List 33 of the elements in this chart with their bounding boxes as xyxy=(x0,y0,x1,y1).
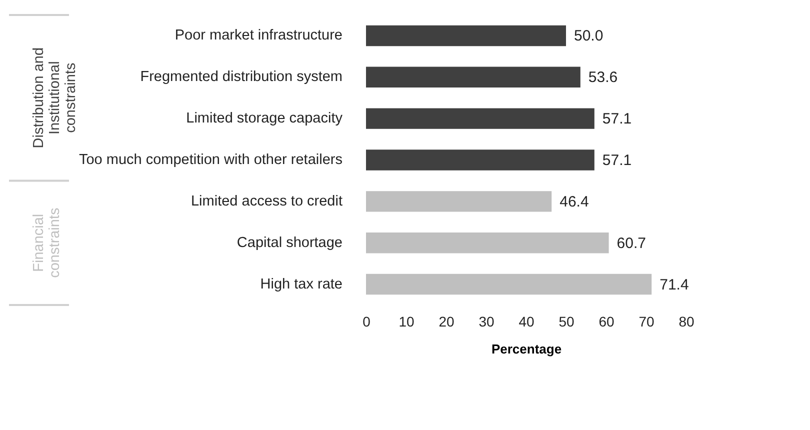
y-tick-label: Fregmented distribution system xyxy=(140,69,342,86)
bar xyxy=(366,25,566,46)
y-tick-label: Capital shortage xyxy=(236,234,342,251)
y-tick-label: High tax rate xyxy=(260,276,342,292)
data-label: 53.6 xyxy=(588,69,618,86)
x-tick-label: 50 xyxy=(558,314,574,330)
data-label: 57.1 xyxy=(602,152,632,169)
x-tick-label: 80 xyxy=(678,314,694,330)
bar xyxy=(366,191,552,212)
x-tick-label: 70 xyxy=(638,314,654,330)
bar xyxy=(366,150,594,170)
x-axis-title: Percentage xyxy=(491,342,562,356)
data-label: 60.7 xyxy=(616,234,646,252)
bar xyxy=(366,232,609,254)
y-tick-label: Poor market infrastructure xyxy=(174,28,342,44)
x-tick-label: 0 xyxy=(362,314,371,330)
data-label: 57.1 xyxy=(602,110,632,128)
y-tick-label: Too much competition with other retailers xyxy=(78,152,342,168)
y-tick-label: Limited storage capacity xyxy=(186,110,344,127)
x-tick-label: 40 xyxy=(518,314,534,330)
x-tick-label: 10 xyxy=(398,314,414,330)
x-tick-label: 20 xyxy=(438,314,454,330)
bar xyxy=(366,108,594,129)
x-tick-label: 60 xyxy=(598,314,614,330)
text: Distribution and Institutional constraints xyxy=(31,47,79,148)
bar xyxy=(366,66,580,88)
x-tick-label: 30 xyxy=(478,314,494,330)
bar xyxy=(366,274,652,295)
text: Financial constraints xyxy=(31,208,63,278)
data-label: 50.0 xyxy=(574,28,604,45)
data-label: 71.4 xyxy=(660,276,689,294)
y-tick-label: Limited access to credit xyxy=(190,193,342,210)
data-label: 46.4 xyxy=(560,193,589,210)
